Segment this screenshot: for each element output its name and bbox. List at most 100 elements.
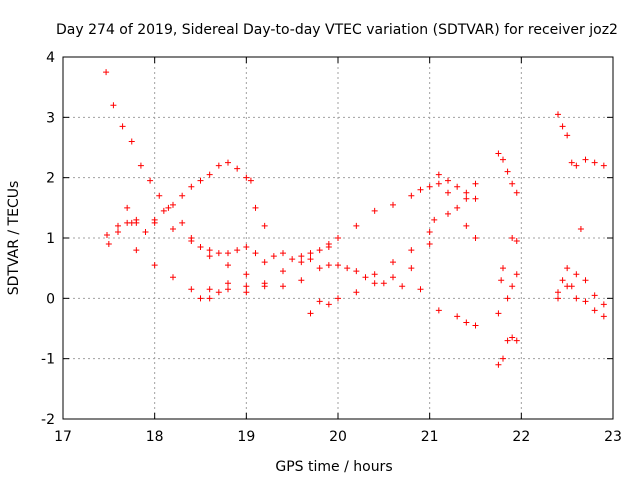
y-axis-label: SDTVAR / TECUs bbox=[6, 181, 22, 296]
data-point bbox=[564, 283, 571, 290]
data-point bbox=[133, 219, 140, 226]
data-point bbox=[472, 235, 479, 241]
data-point bbox=[495, 310, 502, 317]
data-point bbox=[435, 171, 442, 178]
data-point bbox=[504, 168, 511, 175]
data-point bbox=[325, 262, 332, 269]
data-point bbox=[170, 201, 176, 208]
data-point bbox=[399, 283, 406, 290]
data-point bbox=[165, 204, 172, 211]
series-arc-f bbox=[307, 180, 479, 317]
data-point bbox=[591, 292, 598, 299]
data-point bbox=[234, 165, 241, 172]
data-point bbox=[156, 192, 163, 199]
data-point bbox=[206, 286, 213, 293]
data-point bbox=[582, 277, 589, 284]
data-point bbox=[197, 244, 204, 251]
data-point bbox=[247, 177, 254, 184]
data-point bbox=[564, 265, 571, 272]
x-tick-label: 17 bbox=[54, 429, 72, 445]
x-tick-label: 19 bbox=[237, 429, 255, 445]
data-point bbox=[559, 123, 566, 130]
data-point bbox=[252, 204, 259, 211]
data-point bbox=[188, 286, 195, 293]
data-point bbox=[137, 162, 144, 169]
data-point bbox=[243, 289, 250, 296]
series-arc-l bbox=[555, 111, 607, 169]
data-point bbox=[559, 277, 566, 284]
data-point bbox=[280, 250, 286, 257]
data-point bbox=[600, 301, 607, 308]
data-point bbox=[509, 235, 516, 241]
series-arc-a bbox=[103, 69, 479, 329]
data-point bbox=[110, 102, 117, 109]
data-point bbox=[513, 337, 520, 344]
data-point bbox=[509, 334, 516, 341]
data-point bbox=[472, 195, 479, 202]
data-point bbox=[147, 177, 154, 184]
chart-title: Day 274 of 2019, Sidereal Day-to-day VTE… bbox=[56, 22, 618, 38]
series-arc-g bbox=[325, 171, 479, 248]
data-point bbox=[188, 238, 195, 245]
data-point bbox=[454, 204, 461, 211]
data-point bbox=[555, 289, 561, 296]
data-point bbox=[335, 235, 341, 241]
data-point bbox=[119, 123, 126, 130]
data-point bbox=[307, 250, 314, 257]
data-point bbox=[426, 228, 433, 235]
data-point bbox=[335, 295, 341, 302]
data-points bbox=[103, 69, 607, 368]
series-arc-c bbox=[105, 219, 332, 302]
data-point bbox=[445, 210, 451, 217]
data-point bbox=[243, 174, 250, 181]
x-tick-label: 21 bbox=[421, 429, 439, 445]
data-point bbox=[509, 283, 516, 290]
data-point bbox=[225, 280, 231, 287]
data-point bbox=[206, 247, 213, 254]
data-point bbox=[564, 132, 571, 139]
data-point bbox=[234, 247, 241, 254]
data-point bbox=[307, 256, 314, 263]
series-arc-h bbox=[495, 150, 520, 196]
data-point bbox=[408, 192, 415, 199]
data-point bbox=[104, 231, 110, 238]
data-point bbox=[513, 189, 520, 196]
data-point bbox=[431, 216, 438, 223]
data-point bbox=[435, 307, 442, 314]
data-point bbox=[445, 189, 451, 196]
data-point bbox=[225, 286, 231, 293]
data-point bbox=[463, 195, 470, 202]
series-arc-e bbox=[206, 250, 314, 293]
data-point bbox=[335, 262, 341, 269]
data-point bbox=[390, 201, 396, 208]
x-tick-label: 18 bbox=[146, 429, 164, 445]
data-point bbox=[495, 150, 502, 157]
data-point bbox=[325, 301, 332, 308]
data-point bbox=[215, 250, 222, 257]
data-point bbox=[298, 259, 305, 266]
data-point bbox=[582, 156, 589, 163]
data-point bbox=[298, 253, 305, 260]
y-tick-label: 0 bbox=[46, 291, 55, 307]
data-point bbox=[500, 355, 506, 362]
data-point bbox=[591, 159, 598, 166]
data-point bbox=[362, 274, 369, 281]
data-point bbox=[298, 277, 305, 284]
data-point bbox=[498, 277, 505, 284]
data-point bbox=[417, 186, 424, 193]
data-point bbox=[426, 241, 433, 248]
data-point bbox=[591, 307, 598, 314]
data-point bbox=[371, 280, 378, 287]
series-arc-b bbox=[104, 159, 268, 238]
data-point bbox=[270, 253, 277, 260]
data-point bbox=[206, 253, 213, 260]
data-point bbox=[105, 241, 112, 248]
data-point bbox=[124, 219, 131, 226]
data-point bbox=[435, 180, 442, 187]
series-arc-i bbox=[495, 265, 520, 317]
y-tick-label: -2 bbox=[41, 412, 55, 428]
data-point bbox=[316, 265, 323, 272]
data-point bbox=[142, 228, 149, 235]
